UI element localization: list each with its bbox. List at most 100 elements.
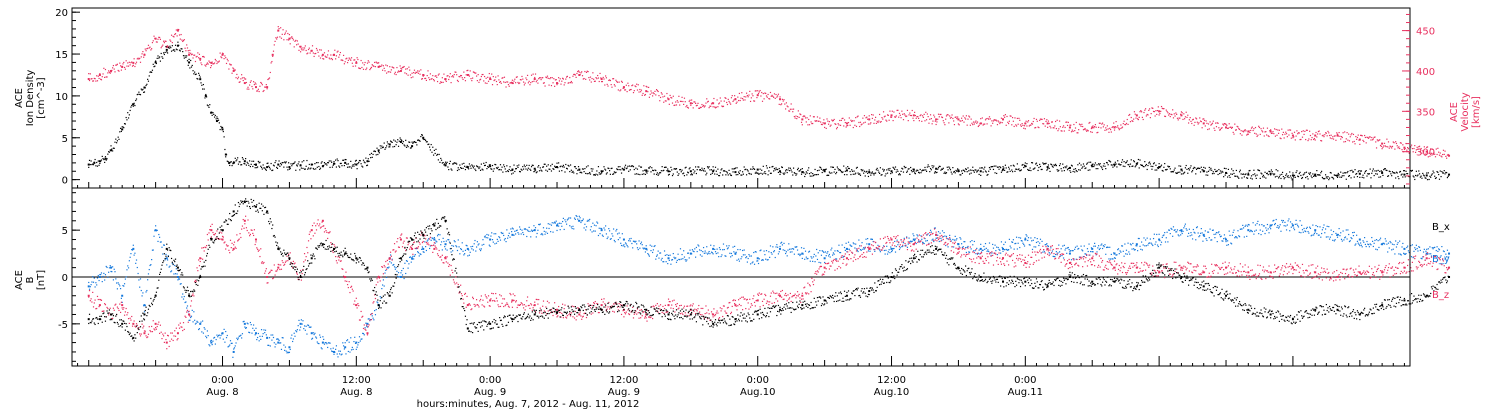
- by-series-sample: [830, 249, 832, 251]
- velocity-series-sample: [405, 73, 408, 75]
- velocity-series-sample: [615, 79, 617, 81]
- density-series-sample: [363, 161, 365, 163]
- by-series-sample: [596, 221, 598, 223]
- density-series-sample: [92, 164, 95, 166]
- velocity-series-sample: [398, 70, 400, 73]
- by-series-sample: [276, 338, 278, 340]
- velocity-series-sample: [968, 115, 970, 117]
- by-series-sample: [995, 250, 997, 252]
- velocity-series-sample: [315, 52, 317, 55]
- velocity-series-sample: [1203, 119, 1206, 122]
- density-series-sample: [196, 77, 198, 80]
- by-series-point: [667, 257, 670, 260]
- by-series-sample: [820, 262, 822, 264]
- by-series-sample: [237, 338, 239, 341]
- density-series-sample: [223, 136, 225, 138]
- density-series-sample: [1120, 164, 1122, 166]
- density-series-sample: [1418, 170, 1420, 172]
- density-series-sample: [511, 169, 514, 171]
- by-series-sample: [458, 246, 460, 248]
- by-series-sample: [828, 253, 831, 256]
- velocity-series-sample: [1113, 122, 1115, 124]
- density-series-sample: [748, 172, 750, 174]
- density-series-sample: [482, 169, 484, 171]
- density-series-sample: [671, 174, 674, 177]
- density-series-sample: [555, 166, 557, 168]
- velocity-series-sample: [459, 76, 461, 78]
- by-series-sample: [122, 284, 124, 287]
- velocity-series-sample: [698, 107, 701, 109]
- by-series-sample: [464, 249, 467, 251]
- density-series-sample: [622, 168, 624, 171]
- density-series-sample: [1217, 173, 1219, 176]
- by-series-sample: [865, 238, 867, 240]
- density-series-sample: [687, 172, 690, 174]
- by-series-sample: [113, 268, 115, 270]
- by-series-sample: [973, 240, 975, 243]
- velocity-series-sample: [796, 116, 799, 118]
- density-series-sample: [678, 173, 680, 175]
- by-series-sample: [932, 238, 934, 240]
- velocity-series-sample: [574, 74, 576, 76]
- velocity-series-sample: [890, 116, 893, 118]
- by-series-sample: [607, 236, 609, 238]
- density-series-sample: [1004, 169, 1006, 171]
- by-series-point: [98, 276, 101, 278]
- velocity-series-sample: [1272, 131, 1274, 133]
- density-series-sample: [979, 167, 981, 169]
- by-series-sample: [798, 253, 800, 255]
- by-series-sample: [244, 326, 246, 328]
- density-series-sample: [1285, 174, 1287, 176]
- velocity-series-sample: [612, 78, 615, 80]
- density-series-sample: [1317, 174, 1320, 176]
- density-series-point: [734, 171, 737, 174]
- velocity-series-sample: [1043, 123, 1045, 125]
- velocity-series-sample: [788, 110, 791, 112]
- density-series-sample: [663, 166, 666, 169]
- by-series-sample: [263, 329, 265, 331]
- density-series-sample: [1047, 168, 1049, 170]
- by-series-sample: [614, 241, 616, 243]
- by-series-sample: [771, 253, 773, 255]
- by-series-sample: [339, 353, 341, 355]
- by-series-sample: [992, 243, 994, 246]
- by-series-sample: [159, 236, 161, 238]
- by-series-sample: [229, 344, 231, 346]
- velocity-series-sample: [280, 37, 283, 39]
- density-series-sample: [786, 171, 788, 174]
- density-series-sample: [1126, 160, 1128, 162]
- density-series-sample: [662, 170, 664, 172]
- velocity-series-sample: [207, 63, 209, 65]
- density-series-sample: [997, 166, 999, 168]
- density-series-sample: [871, 172, 873, 174]
- velocity-series-sample: [1195, 118, 1198, 120]
- density-series-sample: [415, 141, 417, 144]
- density-series-sample: [1344, 172, 1346, 174]
- density-series-sample: [374, 150, 377, 153]
- density-series-sample: [300, 167, 302, 169]
- by-series-sample: [1086, 248, 1089, 250]
- density-series-sample: [1348, 175, 1350, 177]
- density-series-sample: [1429, 175, 1431, 177]
- density-series-sample: [700, 169, 702, 172]
- velocity-series-point: [979, 122, 982, 125]
- velocity-series-sample: [719, 97, 721, 99]
- velocity-series-sample: [911, 109, 913, 112]
- velocity-series-sample: [841, 117, 843, 120]
- by-series-sample: [346, 340, 348, 342]
- density-series-sample: [1192, 167, 1194, 170]
- density-series-sample: [1052, 166, 1054, 168]
- density-series-sample: [1399, 170, 1402, 173]
- by-series-sample: [132, 244, 134, 246]
- density-series-sample: [960, 174, 962, 176]
- by-series-point: [1202, 233, 1205, 236]
- density-series-sample: [1379, 176, 1382, 178]
- by-series-sample: [106, 266, 108, 269]
- density-series-sample: [1206, 171, 1208, 173]
- density-series-sample: [107, 153, 109, 155]
- velocity-series-sample: [1282, 131, 1284, 133]
- by-series-sample: [628, 240, 630, 242]
- by-series-sample: [100, 273, 102, 276]
- by-series-sample: [793, 253, 795, 255]
- density-series-sample: [158, 57, 160, 59]
